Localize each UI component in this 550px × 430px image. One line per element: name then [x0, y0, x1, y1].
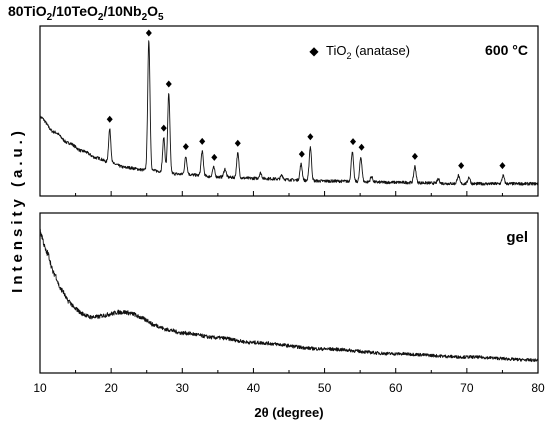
panel-frame: [39, 212, 539, 374]
anatase-peak-marker: [234, 139, 241, 147]
anatase-peak-marker: [182, 143, 189, 151]
anatase-peak-marker: [499, 162, 506, 170]
panel-frame: [39, 25, 539, 197]
x-tick-label: 30: [176, 381, 190, 395]
x-axis: 10 20 30 40 50 60 70 80: [33, 381, 545, 395]
xrd-pattern-gel: [39, 228, 539, 363]
anatase-peak-marker: [358, 143, 365, 151]
x-tick-label: 10: [33, 381, 47, 395]
x-tick-label: 50: [318, 381, 332, 395]
anatase-peak-marker: [350, 138, 357, 146]
anatase-peak-marker: [411, 152, 418, 160]
anatase-peak-marker: [307, 133, 314, 141]
y-axis-label: Intensity (a.u.): [9, 127, 26, 293]
anatase-peak-marker: [199, 137, 206, 145]
anatase-peak-marker: [298, 150, 305, 158]
legend-marker: ◆: [309, 44, 319, 58]
chart-title: 80TiO2/10TeO2/10Nb2O5: [8, 3, 164, 23]
anatase-peak-marker: [211, 153, 218, 161]
x-tick-label: 20: [104, 381, 118, 395]
panel-label-600c: 600 °C: [485, 42, 528, 58]
x-axis-label: 2θ (degree): [254, 405, 323, 420]
anatase-peak-marker: [106, 115, 113, 123]
anatase-peak-marker: [458, 162, 465, 170]
anatase-peak-marker: [160, 124, 167, 132]
panel-label-gel: gel: [506, 229, 528, 246]
legend: ◆ TiO2 (anatase): [309, 43, 410, 61]
x-tick-label: 70: [460, 381, 474, 395]
anatase-peak-marker: [145, 29, 152, 37]
x-tick-label: 60: [389, 381, 403, 395]
anatase-peak-marker: [165, 80, 172, 88]
legend-text: TiO2 (anatase): [326, 43, 410, 61]
x-tick-label: 80: [531, 381, 545, 395]
panel-600c: [39, 25, 539, 197]
panel-gel: [39, 212, 539, 374]
x-tick-label: 40: [247, 381, 261, 395]
xrd-pattern-600c: [39, 40, 539, 186]
